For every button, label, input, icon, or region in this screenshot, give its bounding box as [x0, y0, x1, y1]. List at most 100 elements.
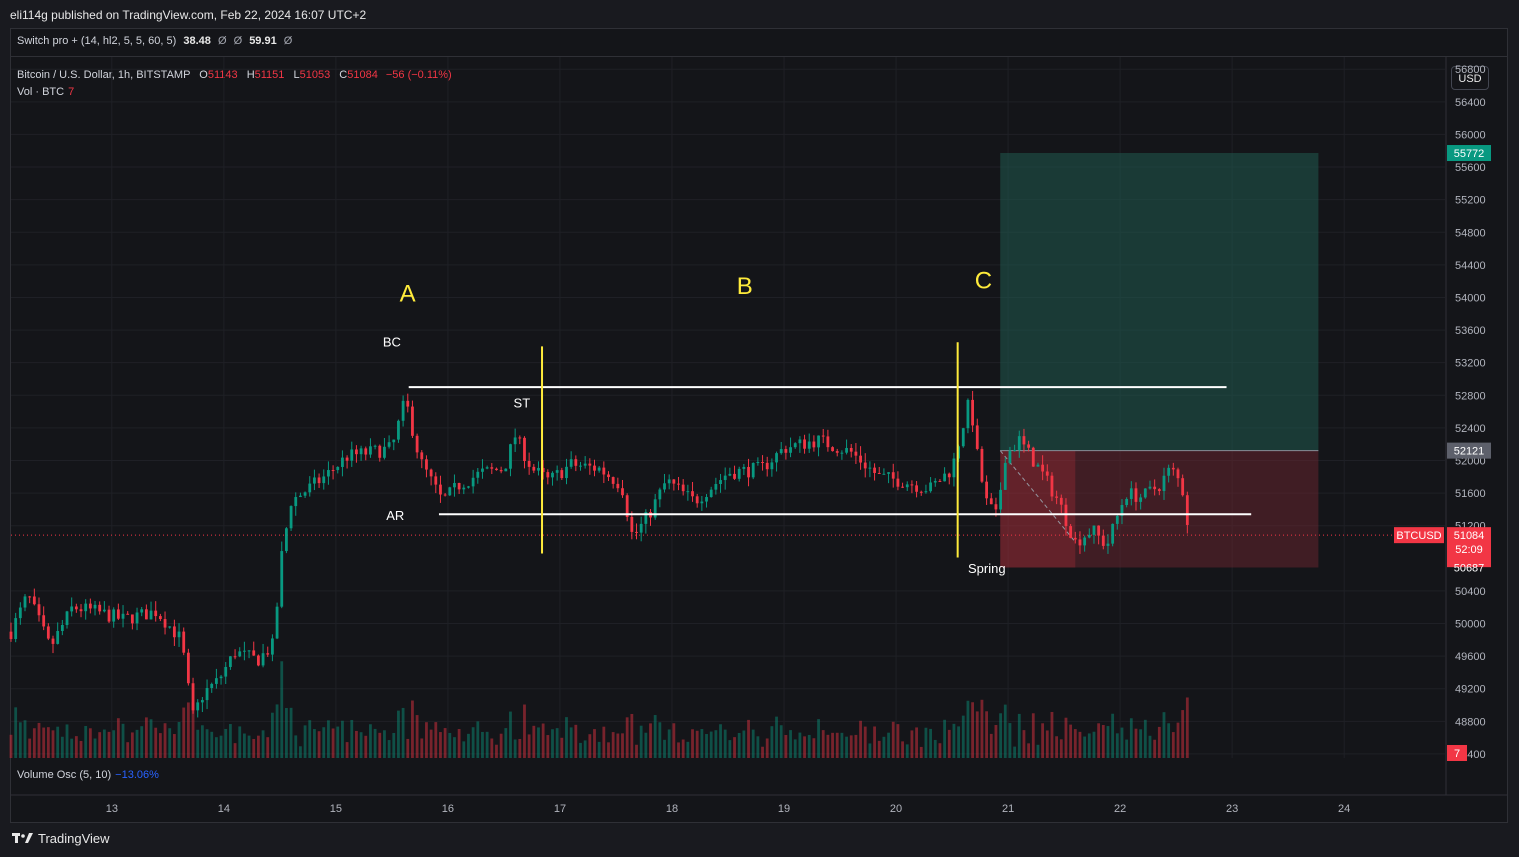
indicator-legend[interactable]: Switch pro + (14, hl2, 5, 5, 60, 5) 38.4… [17, 35, 292, 47]
candle-body [733, 473, 736, 479]
candle-body [1162, 475, 1166, 492]
volume-bar [611, 732, 615, 758]
low-value: 51053 [299, 69, 331, 81]
symbol-badge-bg [1394, 527, 1444, 544]
candle-body [938, 480, 942, 482]
volume-bar [588, 734, 592, 758]
candle-body [803, 439, 806, 449]
volume-bar [574, 724, 578, 758]
candle-body [513, 437, 517, 445]
volume-bar [989, 733, 993, 758]
volume-bar [779, 725, 783, 758]
candle-body [518, 437, 522, 439]
volume-bar [406, 738, 410, 758]
volume-bar [252, 738, 256, 758]
candle-body [186, 652, 190, 684]
candle-body [387, 442, 391, 447]
currency-button[interactable]: USD [1451, 66, 1489, 90]
candle-body [915, 485, 918, 492]
volume-osc-legend[interactable]: Volume Osc (5, 10) −13.06% [17, 769, 159, 781]
indicator-na-1: Ø [217, 35, 227, 47]
volume-bar [845, 736, 848, 758]
x-tick-label: 14 [218, 803, 230, 815]
stop-zone-fill [1000, 450, 1076, 568]
candle-body [681, 484, 685, 492]
volume-bar [803, 736, 806, 758]
volume-bar [46, 727, 50, 758]
volume-osc-label: Volume Osc (5, 10) [17, 769, 112, 781]
volume-bar [98, 732, 102, 758]
candle-body [812, 441, 816, 448]
candle-body [1148, 486, 1152, 489]
volume-bar [336, 726, 340, 758]
candle-body [439, 484, 442, 495]
target-zone [1000, 153, 1319, 451]
candle-body [429, 469, 433, 477]
candle-body [845, 447, 848, 453]
candle-body [1167, 467, 1171, 476]
volume-bar [219, 735, 223, 758]
candle-body [233, 656, 237, 658]
volume-bar [378, 732, 382, 758]
volume-bar [770, 726, 774, 758]
volume-bar [42, 727, 46, 758]
candle-body [504, 468, 508, 472]
volume-bar [1125, 739, 1129, 758]
candle-body [116, 609, 120, 619]
y-tick-label: 52400 [1455, 423, 1486, 435]
candle-body [905, 484, 909, 488]
x-tick-label: 24 [1338, 803, 1350, 815]
volume-bar [51, 730, 55, 758]
candle-body [1185, 495, 1189, 525]
candle-body [686, 491, 690, 493]
volume-bar [1106, 726, 1110, 758]
entry-price-label: 52121 [1454, 446, 1485, 458]
volume-bar [625, 717, 629, 758]
volume-bar [761, 746, 764, 758]
candle-body [616, 483, 620, 489]
candle-body [191, 683, 195, 711]
volume-legend[interactable]: Vol · BTC 7 [17, 86, 74, 98]
candle-body [425, 459, 428, 470]
candle-body [23, 596, 27, 608]
candle-body [210, 683, 214, 689]
x-tick-label: 13 [106, 803, 118, 815]
candle-body [793, 443, 797, 448]
event-label: BC [383, 334, 401, 349]
candle-body [677, 483, 680, 485]
volume-bar [144, 717, 148, 758]
volume-bar [261, 730, 265, 758]
volume-bar [341, 720, 344, 758]
volume-bar [1120, 727, 1124, 758]
candle-body [214, 678, 218, 684]
volume-bar [915, 727, 918, 758]
candle-body [625, 495, 629, 517]
candle-body [891, 472, 895, 479]
candle-body [462, 487, 466, 490]
candle-body [294, 497, 298, 507]
candle-body [756, 461, 760, 463]
candle-body [700, 501, 704, 504]
candle-body [317, 477, 321, 484]
volume-bar [644, 732, 648, 758]
candle-body [303, 492, 307, 496]
current-price-bg [1447, 527, 1491, 568]
footer-brand[interactable]: TradingView [12, 831, 110, 846]
volume-bar [630, 713, 634, 758]
pane-separator[interactable] [10, 56, 1508, 57]
volume-bar [112, 730, 116, 758]
candle-body [37, 604, 41, 616]
candle-body [728, 473, 732, 476]
candle-body [126, 613, 130, 615]
symbol-legend[interactable]: Bitcoin / U.S. Dollar, 1h, BITSTAMP O511… [17, 69, 452, 81]
volume-bar [84, 726, 88, 758]
volume-bar [593, 729, 596, 758]
volume-bar [23, 720, 27, 758]
volume-bar [401, 707, 405, 758]
volume-bar [28, 738, 32, 758]
candle-body [373, 445, 377, 447]
volume-bar [499, 733, 503, 758]
volume-bar [1055, 736, 1059, 758]
candle-body [751, 462, 755, 478]
